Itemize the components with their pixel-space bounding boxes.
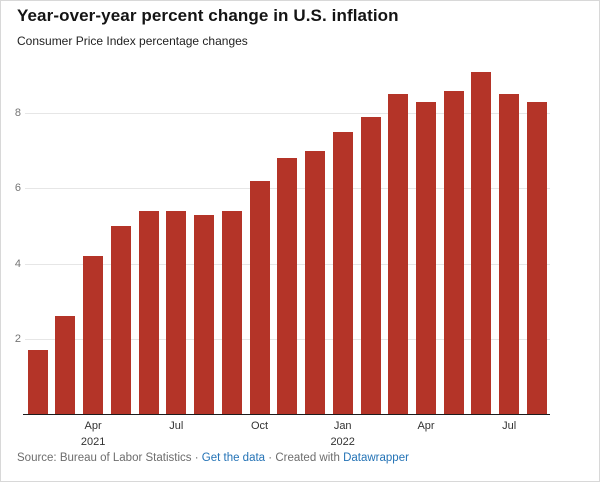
datawrapper-link[interactable]: Datawrapper: [343, 452, 409, 464]
chart-title: Year-over-year percent change in U.S. in…: [17, 6, 399, 25]
bar[interactable]: [526, 101, 547, 414]
bar[interactable]: [332, 132, 353, 414]
bar[interactable]: [305, 150, 325, 414]
gridline: [25, 113, 550, 114]
source-text: Source: Bureau of Labor Statistics: [17, 452, 192, 464]
bar[interactable]: [360, 117, 381, 414]
x-axis-month-label: Jan: [333, 420, 352, 432]
bar[interactable]: [166, 211, 187, 414]
chart-footer: Source: Bureau of Labor Statistics · Get…: [17, 452, 409, 464]
bar[interactable]: [55, 316, 76, 414]
x-axis-year-label: 2022: [330, 436, 355, 448]
bar[interactable]: [416, 101, 436, 414]
bar[interactable]: [27, 350, 48, 414]
y-axis-tick-label: 6: [14, 182, 21, 194]
y-axis-tick-label: 4: [14, 258, 21, 270]
bar[interactable]: [471, 71, 492, 414]
footer-separator: ·: [194, 452, 199, 464]
x-axis-month-label: Apr: [84, 420, 102, 432]
bar[interactable]: [83, 256, 104, 414]
x-axis-month-label: Oct: [250, 420, 269, 432]
bar[interactable]: [277, 158, 298, 414]
chart-subtitle: Consumer Price Index percentage changes: [17, 34, 248, 48]
x-axis-month-label: Jul: [502, 420, 517, 432]
footer-separator: ·: [268, 452, 273, 464]
bar[interactable]: [110, 226, 131, 414]
y-axis-tick-label: 8: [14, 107, 21, 119]
created-with-text: Created with: [275, 452, 340, 464]
x-axis-month-label: Jul: [169, 420, 184, 432]
bar[interactable]: [388, 94, 409, 414]
bar[interactable]: [221, 211, 242, 414]
x-axis-year-label: 2021: [80, 436, 106, 448]
x-axis-baseline: [23, 414, 550, 415]
bar[interactable]: [499, 94, 520, 414]
y-axis-tick-label: 2: [14, 333, 21, 345]
get-the-data-link[interactable]: Get the data: [201, 452, 266, 464]
bar[interactable]: [138, 211, 159, 414]
bar[interactable]: [443, 90, 464, 414]
x-axis-month-label: Apr: [417, 420, 435, 432]
bar[interactable]: [194, 214, 214, 414]
bar[interactable]: [249, 180, 270, 414]
